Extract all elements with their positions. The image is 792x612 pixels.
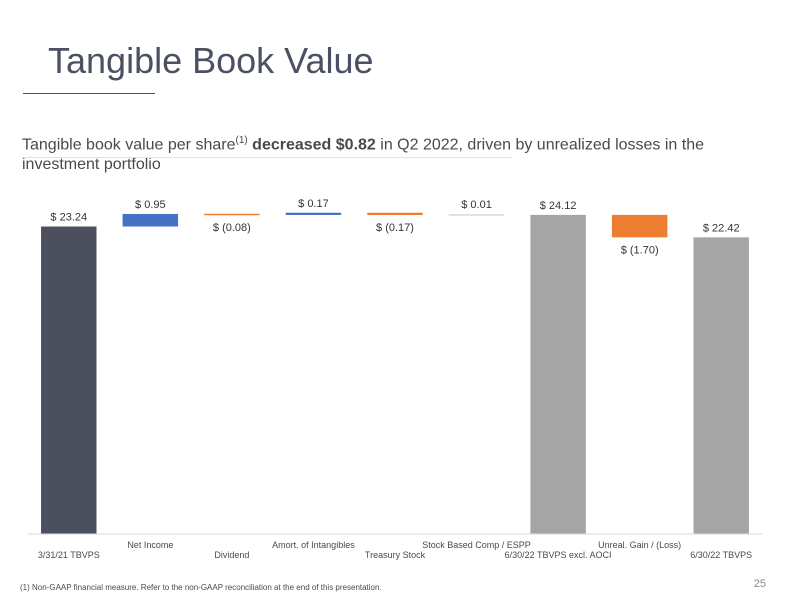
bar-1 [122,213,179,227]
bar-4 [367,212,423,216]
bar-8 [693,237,749,534]
bar-7 [611,214,668,238]
data-label-2: $ (0.08) [213,222,251,234]
data-label-7: $ (1.70) [621,244,659,256]
data-label-1: $ 0.95 [135,199,166,211]
bar-2 [204,213,260,216]
data-label-3: $ 0.17 [298,198,329,210]
subtitle-divider [22,157,512,158]
data-label-0: $ 23.24 [50,212,87,224]
bar-0 [41,226,97,535]
data-label-5: $ 0.01 [461,199,492,211]
footnote: (1) Non-GAAP financial measure. Refer to… [20,583,382,592]
data-label-6: $ 24.12 [540,200,577,212]
bar-5 [448,214,505,216]
data-label-8: $ 22.42 [703,222,740,234]
title-underline [23,93,155,94]
bar-6 [530,214,586,534]
category-label-0: 3/31/21 TBVPS [38,550,100,560]
category-label-7: Unreal. Gain / (Loss) [598,540,681,550]
category-label-5: Stock Based Comp / ESPP [422,540,531,550]
page-title: Tangible Book Value [48,40,374,81]
page-number: 25 [753,578,766,590]
category-label-1: Net Income [127,540,173,550]
category-label-3: Amort. of Intangibles [272,540,355,550]
bar-3 [285,212,342,216]
subtitle-suffix: in Q2 2022, driven by unrealized losses … [22,136,705,174]
category-label-6: 6/30/22 TBVPS excl. AOCI [505,550,612,560]
data-label-4: $ (0.17) [376,222,414,234]
subtitle: Tangible book value per share(1) decreas… [22,131,742,175]
category-label-2: Dividend [214,550,249,560]
subtitle-prefix: Tangible book value per share [22,136,236,154]
subtitle-superscript: (1) [235,135,248,146]
subtitle-bold: decreased $0.82 [247,136,376,154]
category-label-8: 6/30/22 TBVPS [690,550,752,560]
category-label-4: Treasury Stock [365,550,426,560]
